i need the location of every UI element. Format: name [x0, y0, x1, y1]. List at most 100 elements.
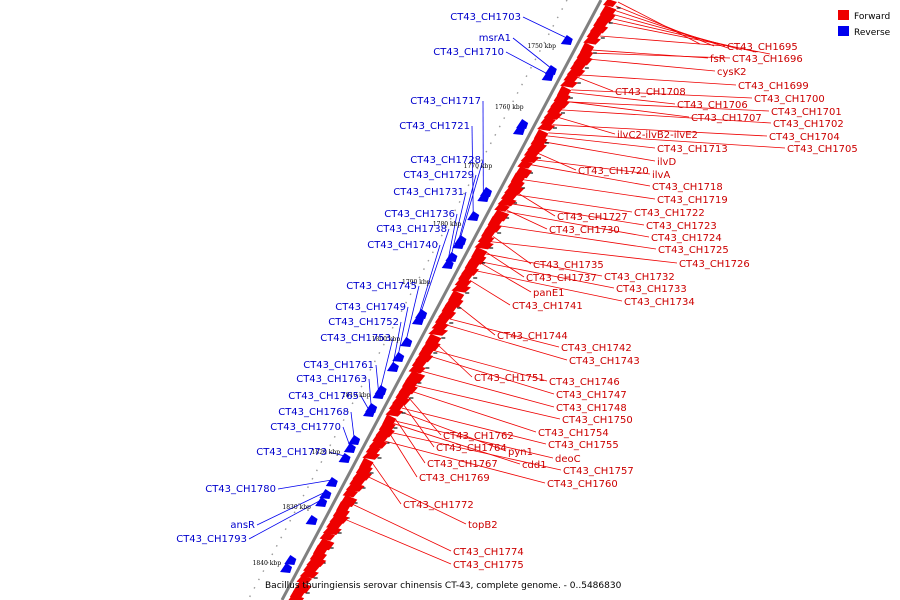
forward-gene-label[interactable]: CT43_CH1735 [533, 260, 604, 271]
forward-gene-label[interactable]: CT43_CH1742 [561, 343, 632, 354]
forward-gene-label[interactable]: CT43_CH1760 [547, 479, 618, 490]
reverse-gene-label[interactable]: CT43_CH1768 [278, 407, 349, 418]
forward-gene-label[interactable]: CT43_CH1718 [652, 182, 723, 193]
forward-leader-line [615, 5, 715, 47]
forward-gene-label[interactable]: CT43_CH1696 [732, 54, 803, 65]
forward-gene-label[interactable]: CT43_CH1762 [443, 431, 514, 442]
forward-gene-label[interactable]: CT43_CH1700 [754, 94, 825, 105]
forward-gene-label[interactable]: CT43_CH1737 [526, 273, 597, 284]
forward-gene-label[interactable]: panE1 [533, 288, 565, 299]
forward-gene-label[interactable]: cdd1 [522, 460, 547, 471]
reverse-gene-label[interactable]: msrA1 [479, 33, 511, 44]
forward-gene-label[interactable]: ilvD [657, 157, 676, 168]
forward-gene-label[interactable]: CT43_CH1723 [646, 221, 717, 232]
reverse-gene-label[interactable]: CT43_CH1721 [399, 121, 470, 132]
reverse-gene-label[interactable]: CT43_CH1736 [384, 209, 455, 220]
forward-leader-line [556, 116, 616, 135]
forward-leader-line [490, 241, 678, 264]
reverse-gene-label[interactable]: CT43_CH1770 [270, 422, 341, 433]
forward-gene-label[interactable]: CT43_CH1755 [548, 440, 619, 451]
forward-gene-label[interactable]: CT43_CH1705 [787, 144, 858, 155]
forward-gene-label[interactable]: deoC [555, 454, 581, 465]
forward-leader-line [351, 503, 452, 552]
forward-leader-line [449, 318, 560, 348]
forward-gene-label[interactable]: CT43_CH1702 [773, 119, 844, 130]
reverse-gene-label[interactable]: CT43_CH1749 [335, 302, 406, 313]
reverse-gene [441, 259, 454, 269]
forward-gene-label[interactable]: CT43_CH1774 [453, 547, 524, 558]
reverse-gene [512, 125, 525, 135]
forward-gene-label[interactable]: CT43_CH1706 [677, 100, 748, 111]
forward-gene-label[interactable]: CT43_CH1695 [727, 42, 798, 53]
reverse-gene-label[interactable]: CT43_CH1729 [403, 170, 474, 181]
reverse-gene-label[interactable]: CT43_CH1752 [328, 317, 399, 328]
forward-leader-line [590, 52, 731, 59]
reverse-gene-label[interactable]: CT43_CH1793 [176, 534, 247, 545]
reverse-gene-label[interactable]: CT43_CH1738 [376, 224, 447, 235]
reverse-leader-line [368, 378, 372, 407]
reverse-gene-label[interactable]: CT43_CH1765 [288, 391, 359, 402]
reverse-leader-line [457, 174, 477, 243]
reverse-gene-label[interactable]: CT43_CH1763 [296, 374, 367, 385]
forward-gene [319, 532, 336, 541]
reverse-gene-label[interactable]: CT43_CH1710 [433, 47, 504, 58]
forward-gene-label[interactable]: CT43_CH1704 [769, 132, 840, 143]
forward-gene-label[interactable]: CT43_CH1764 [436, 443, 507, 454]
forward-leader-line [617, 1, 701, 45]
forward-gene-label[interactable]: fsR [710, 54, 726, 65]
forward-gene-label[interactable]: CT43_CH1767 [427, 459, 498, 470]
forward-gene-label[interactable]: CT43_CH1733 [616, 284, 687, 295]
forward-gene-label[interactable]: CT43_CH1725 [658, 245, 729, 256]
forward-gene-label[interactable]: CT43_CH1775 [453, 560, 524, 571]
forward-gene-label[interactable]: CT43_CH1699 [738, 81, 809, 92]
forward-gene-label[interactable]: cysK2 [717, 67, 747, 78]
forward-leader-line [607, 21, 771, 55]
reverse-gene-label[interactable]: CT43_CH1740 [367, 240, 438, 251]
reverse-gene-label[interactable]: CT43_CH1753 [320, 333, 391, 344]
forward-gene-label[interactable]: topB2 [468, 520, 498, 531]
reverse-gene [319, 489, 332, 499]
reverse-gene-label[interactable]: CT43_CH1717 [410, 96, 481, 107]
forward-gene-label[interactable]: CT43_CH1727 [557, 212, 628, 223]
forward-gene-label[interactable]: CT43_CH1726 [679, 259, 750, 270]
forward-gene-label[interactable]: CT43_CH1722 [634, 208, 705, 219]
forward-gene-label[interactable]: CT43_CH1747 [556, 390, 627, 401]
reverse-gene-label[interactable]: CT43_CH1731 [393, 187, 464, 198]
forward-gene-label[interactable]: CT43_CH1746 [549, 377, 620, 388]
forward-gene-label[interactable]: CT43_CH1730 [549, 225, 620, 236]
reverse-gene-label[interactable]: CT43_CH1703 [450, 12, 521, 23]
forward-gene-label[interactable]: CT43_CH1707 [691, 113, 762, 124]
forward-gene-label[interactable]: CT43_CH1741 [512, 301, 583, 312]
forward-gene-label[interactable]: CT43_CH1757 [563, 466, 634, 477]
forward-gene-label[interactable]: CT43_CH1734 [624, 297, 695, 308]
forward-gene-label[interactable]: CT43_CH1713 [657, 144, 728, 155]
map-caption: Bacillus thuringiensis serovar chinensis… [265, 581, 622, 591]
forward-gene-label[interactable]: CT43_CH1748 [556, 403, 627, 414]
forward-gene-label[interactable]: pyn1 [508, 447, 533, 458]
reverse-gene-label[interactable]: CT43_CH1761 [303, 360, 374, 371]
reverse-gene-label[interactable]: CT43_CH1780 [205, 484, 276, 495]
forward-gene-label[interactable]: CT43_CH1750 [562, 415, 633, 426]
forward-leader-line [552, 124, 768, 137]
forward-gene-label[interactable]: CT43_CH1751 [474, 373, 545, 384]
forward-gene-label[interactable]: CT43_CH1701 [771, 107, 842, 118]
forward-gene-label[interactable]: CT43_CH1719 [657, 195, 728, 206]
reverse-gene [325, 477, 338, 487]
forward-gene-label[interactable]: CT43_CH1724 [651, 233, 722, 244]
forward-gene-label[interactable]: CT43_CH1769 [419, 473, 490, 484]
reverse-gene-label[interactable]: CT43_CH1745 [346, 281, 417, 292]
reverse-gene-label[interactable]: ansR [230, 520, 255, 531]
forward-gene-label[interactable]: CT43_CH1743 [569, 356, 640, 367]
reverse-gene-label[interactable]: CT43_CH1773 [256, 447, 327, 458]
forward-gene-label[interactable]: CT43_CH1732 [604, 272, 675, 283]
forward-gene-label[interactable]: CT43_CH1720 [578, 166, 649, 177]
forward-gene-label[interactable]: CT43_CH1754 [538, 428, 609, 439]
forward-gene-label[interactable]: CT43_CH1772 [403, 500, 474, 511]
kbp-tick-label: 1840 kbp [253, 560, 282, 567]
forward-gene-label[interactable]: CT43_CH1744 [497, 331, 568, 342]
reverse-gene-label[interactable]: CT43_CH1728 [410, 155, 481, 166]
forward-gene-label[interactable]: ilvA [652, 170, 670, 181]
forward-gene-label[interactable]: CT43_CH1708 [615, 87, 686, 98]
forward-gene-label[interactable]: ilvC2-ilvB2-ilvE2 [617, 130, 698, 141]
